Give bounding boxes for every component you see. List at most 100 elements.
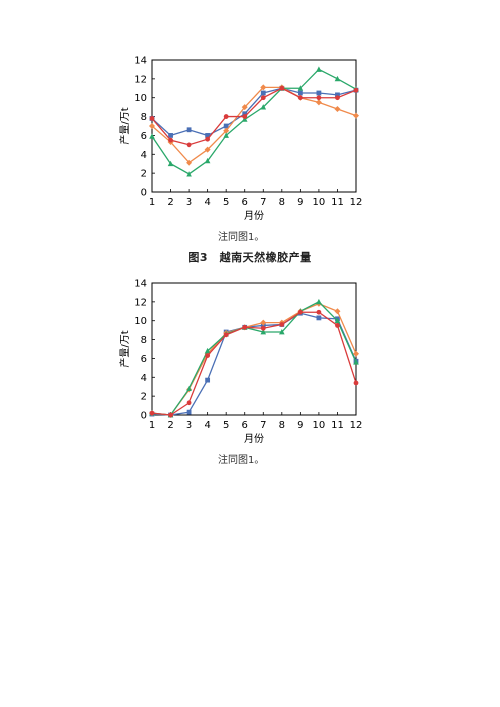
- data-point: [316, 309, 322, 315]
- data-point: [315, 99, 322, 106]
- y-axis-label: 产量/万t: [118, 107, 131, 144]
- data-point: [186, 159, 193, 166]
- y-tick-label: 4: [141, 150, 147, 161]
- data-point: [297, 95, 303, 101]
- data-point: [335, 95, 340, 101]
- data-point: [241, 104, 248, 111]
- data-point: [260, 319, 267, 326]
- series-3: [149, 298, 359, 418]
- data-point: [353, 359, 359, 365]
- x-tick-label: 10: [313, 420, 326, 431]
- data-point: [186, 171, 192, 177]
- x-tick-label: 3: [186, 420, 192, 431]
- y-tick-label: 14: [134, 279, 147, 290]
- data-point: [149, 116, 155, 121]
- data-point: [260, 95, 266, 101]
- y-tick-label: 4: [141, 373, 147, 384]
- x-tick-label: 5: [223, 420, 229, 431]
- y-tick-label: 12: [134, 297, 147, 308]
- x-tick-label: 5: [223, 197, 229, 208]
- data-point: [186, 400, 192, 406]
- series-3: [149, 66, 359, 177]
- chart-2: 0 2 4 6 8 10 12 14 1 2 3 4 5 6 7 8 9 10 11 12 月份 产量/万t: [118, 277, 368, 449]
- data-point: [149, 123, 155, 129]
- series-line: [151, 312, 357, 416]
- x-tick-label: 9: [297, 197, 303, 208]
- series-1: [149, 85, 359, 138]
- series-line: [151, 68, 357, 175]
- y-tick-label: 6: [141, 354, 147, 365]
- y-tick-label: 10: [134, 93, 147, 104]
- y-tick-label: 2: [141, 169, 147, 180]
- data-point: [279, 85, 285, 91]
- x-tick-label: 2: [167, 197, 173, 208]
- y-tick-label: 0: [141, 411, 147, 422]
- data-point: [167, 160, 174, 167]
- data-point: [204, 347, 211, 354]
- series-line: [151, 301, 357, 416]
- x-tick-label: 4: [204, 420, 210, 431]
- data-point: [260, 329, 267, 335]
- data-point: [149, 410, 155, 416]
- x-tick-label: 1: [149, 420, 155, 431]
- series-4: [149, 85, 359, 148]
- x-tick-label: 2: [167, 420, 173, 431]
- data-point: [316, 90, 322, 96]
- data-point: [316, 95, 322, 101]
- series-4: [149, 309, 359, 418]
- data-point: [204, 157, 211, 164]
- data-point: [204, 146, 211, 153]
- data-point: [205, 377, 211, 383]
- data-point: [242, 324, 248, 330]
- data-point: [335, 323, 340, 328]
- data-point: [186, 409, 192, 415]
- data-point: [186, 127, 192, 133]
- data-point: [223, 332, 229, 338]
- x-axis-label: 月份: [244, 433, 264, 445]
- data-point: [223, 132, 229, 138]
- x-tick-label: 12: [350, 197, 363, 208]
- data-point: [242, 114, 248, 119]
- data-point: [316, 298, 322, 305]
- x-tick-label: 11: [331, 197, 344, 208]
- data-point: [223, 127, 230, 134]
- data-point: [168, 133, 173, 138]
- data-point: [334, 308, 341, 315]
- series-2: [149, 84, 359, 166]
- data-point: [297, 90, 303, 96]
- x-axis-label: 月份: [244, 210, 264, 222]
- data-point: [334, 317, 341, 324]
- data-point: [353, 87, 359, 93]
- data-point: [205, 353, 211, 358]
- x-tick-label: 3: [186, 197, 192, 208]
- x-tick-label: 6: [242, 420, 248, 431]
- y-tick-label: 8: [141, 335, 147, 346]
- data-point: [205, 136, 211, 142]
- data-point: [186, 142, 192, 148]
- data-point: [260, 90, 266, 96]
- x-tick-label: 1: [149, 197, 155, 208]
- y-tick-label: 6: [141, 131, 147, 142]
- chart-1-note: 注同图1。: [218, 232, 265, 243]
- chart-2-note: 注同图1。: [218, 455, 265, 466]
- series-line: [151, 86, 357, 164]
- data-point: [242, 111, 248, 117]
- data-point: [353, 112, 359, 119]
- data-point: [168, 412, 173, 418]
- data-point: [334, 75, 341, 82]
- data-point: [205, 133, 211, 138]
- data-point: [316, 315, 322, 321]
- series-line: [151, 87, 357, 146]
- plot-frame: [151, 282, 357, 416]
- x-tick-label: 8: [279, 197, 285, 208]
- data-point: [168, 137, 173, 143]
- y-tick-label: 10: [134, 316, 147, 327]
- y-tick-label: 14: [134, 56, 147, 67]
- plot-frame: [151, 59, 357, 193]
- data-point: [353, 380, 359, 386]
- data-point: [260, 325, 266, 331]
- x-tick-label: 9: [297, 420, 303, 431]
- series-line: [151, 311, 357, 416]
- x-tick-label: 7: [260, 420, 266, 431]
